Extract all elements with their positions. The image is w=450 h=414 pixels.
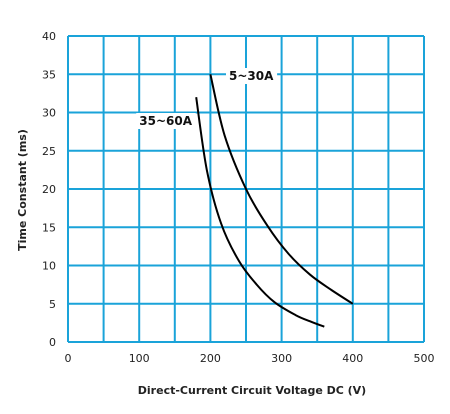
y-axis-ticks: 0 5 10 15 20 25 30 35 40	[42, 30, 56, 349]
y-tick-label: 0	[49, 336, 56, 349]
x-tick-label: 0	[65, 352, 72, 365]
x-tick-label: 400	[342, 352, 363, 365]
x-tick-label: 300	[271, 352, 292, 365]
y-tick-label: 10	[42, 260, 56, 273]
x-axis-ticks: 0 100 200 300 400 500	[65, 352, 435, 365]
y-tick-label: 35	[42, 68, 56, 81]
curve-label-2: 35~60A	[136, 113, 196, 129]
grid	[67, 35, 425, 343]
y-tick-label: 5	[49, 298, 56, 311]
curve-label-background	[136, 113, 196, 129]
y-tick-label: 30	[42, 107, 56, 120]
y-axis-label: Time Constant (ms)	[16, 129, 29, 251]
y-tick-label: 20	[42, 183, 56, 196]
series-line-2	[195, 97, 325, 328]
y-tick-label: 15	[42, 221, 56, 234]
curve-label-1: 5~30A	[226, 68, 278, 84]
x-axis-label: Direct-Current Circuit Voltage DC (V)	[138, 384, 366, 397]
curves	[195, 74, 354, 328]
x-tick-label: 100	[129, 352, 150, 365]
curve-label-text: 35~60A	[139, 114, 192, 128]
y-tick-label: 25	[42, 145, 56, 158]
curve-label-background	[226, 68, 278, 84]
y-tick-label: 40	[42, 30, 56, 43]
series-line-1	[209, 74, 354, 305]
x-tick-label: 200	[200, 352, 221, 365]
x-tick-label: 500	[414, 352, 435, 365]
curve-label-text: 5~30A	[229, 69, 274, 83]
curve-labels: 5~30A 35~60A	[136, 68, 278, 129]
